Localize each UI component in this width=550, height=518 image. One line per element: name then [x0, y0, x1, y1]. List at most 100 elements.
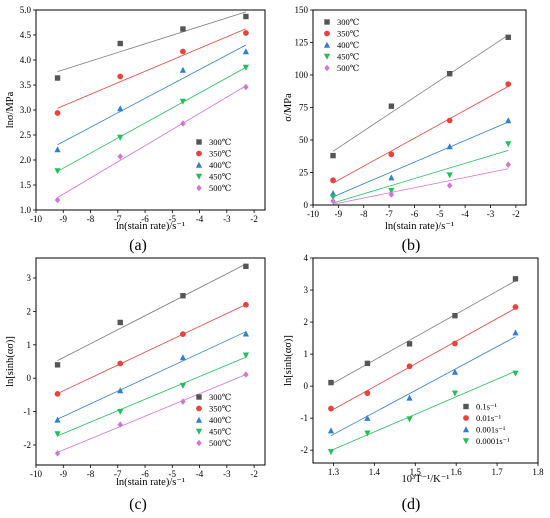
data-point — [117, 360, 124, 367]
fit-line-2 — [57, 44, 247, 146]
data-point — [242, 352, 250, 359]
legend-label: 0.1s⁻¹ — [476, 402, 497, 412]
data-point — [364, 414, 371, 421]
data-point — [406, 416, 413, 423]
data-point — [54, 390, 61, 397]
y-tick-label: 150 — [295, 5, 309, 15]
data-point — [180, 120, 186, 127]
legend-marker — [323, 53, 331, 60]
fit-line-3 — [57, 67, 247, 172]
y-tick-label: 3.5 — [20, 80, 32, 90]
y-tick-label: 1 — [304, 349, 309, 359]
y-tick-label: 25 — [299, 168, 309, 178]
legend-marker — [196, 394, 202, 400]
fit-line-3 — [57, 356, 247, 437]
data-point — [54, 196, 61, 204]
fit-line-3 — [330, 370, 516, 451]
data-point — [117, 73, 124, 80]
data-point — [243, 301, 249, 308]
legend-label: 350℃ — [337, 29, 359, 39]
legend-label: 400℃ — [209, 160, 231, 170]
data-point — [512, 304, 519, 310]
x-tick-label: -5 — [169, 469, 177, 479]
data-point — [243, 30, 249, 36]
data-point — [117, 421, 123, 428]
data-point — [446, 143, 453, 150]
data-point — [446, 71, 453, 77]
legend-marker — [195, 416, 203, 423]
data-point — [54, 362, 61, 368]
data-point — [242, 64, 250, 71]
data-point — [446, 117, 453, 124]
x-tick-label: -6 — [411, 209, 419, 219]
plot-frame — [35, 257, 266, 466]
x-tick-label: 1.7 — [491, 467, 503, 477]
y-tick-label: -1 — [24, 407, 32, 417]
fit-line-4 — [57, 85, 247, 198]
y-tick-label: 2.5 — [20, 130, 32, 140]
x-axis-label: 10³T⁻¹/K⁻¹ — [402, 474, 450, 485]
legend-label: 300℃ — [209, 137, 231, 147]
legend-marker — [195, 161, 203, 168]
fit-line-0 — [330, 280, 516, 385]
plot-frame — [312, 257, 539, 464]
x-axis-label: ln(stain rate)/s⁻¹ — [385, 221, 454, 232]
fit-line-2 — [330, 336, 516, 437]
y-tick-label: -2 — [24, 440, 32, 450]
y-tick-label: 4 — [304, 253, 309, 263]
data-point — [117, 319, 123, 326]
x-tick-label: -6 — [141, 214, 149, 224]
x-tick-label: -9 — [60, 214, 68, 224]
data-point — [406, 341, 413, 347]
data-point — [330, 177, 336, 184]
data-point — [54, 75, 61, 81]
x-tick-label: -5 — [436, 209, 444, 219]
y-tick-label: 3 — [27, 273, 32, 283]
data-point — [406, 394, 413, 401]
data-point — [451, 390, 459, 397]
data-point — [54, 450, 61, 457]
data-point — [388, 174, 395, 181]
data-point — [54, 146, 61, 153]
data-point — [54, 168, 61, 175]
y-tick-label: 2.0 — [20, 155, 32, 165]
x-tick-label: -9 — [60, 469, 68, 479]
data-point — [451, 368, 459, 375]
x-tick-label: -8 — [87, 214, 95, 224]
y-tick-label: 2 — [304, 317, 309, 327]
legend-marker — [196, 184, 202, 192]
fit-line-2 — [332, 121, 509, 198]
fit-line-4 — [57, 374, 247, 453]
chart-panel-d: 1.3 1.4 1.5 1.6 1.7 1.8 -2 -1 0 1 2 3 4 10³T⁻¹/K⁻¹ ln[… — [283, 253, 544, 513]
x-tick-label: -7 — [114, 469, 122, 479]
y-tick-label: 1.5 — [20, 180, 32, 190]
data-point — [180, 48, 186, 55]
x-tick-label: -6 — [141, 469, 149, 479]
y-axis-label: ln[sinh(ασ)] — [283, 335, 294, 386]
data-point — [179, 382, 187, 389]
data-point — [243, 13, 249, 20]
x-tick-label: -10 — [30, 214, 42, 224]
data-point — [179, 66, 187, 73]
legend-label: 500℃ — [337, 63, 359, 73]
y-tick-label: 1.0 — [20, 205, 32, 215]
legend-label: 450℃ — [337, 52, 359, 62]
data-point — [54, 416, 61, 423]
x-tick-label: -10 — [30, 469, 42, 479]
x-tick-label: -4 — [461, 209, 469, 219]
legend-marker — [463, 415, 469, 421]
fit-line-0 — [332, 34, 509, 152]
data-point — [117, 105, 124, 112]
legend-marker — [463, 403, 469, 410]
legend-label: 0.001s⁻¹ — [476, 425, 506, 435]
data-point — [179, 98, 187, 105]
legend-label: 0.01s⁻¹ — [476, 413, 502, 423]
y-tick-label: -2 — [301, 445, 309, 455]
legend-label: 300℃ — [209, 392, 231, 402]
x-axis-label: ln(stain rate)/s⁻¹ — [116, 477, 185, 488]
legend-label: 350℃ — [209, 149, 231, 159]
data-point — [327, 449, 335, 456]
legend-marker — [323, 41, 331, 48]
legend-marker — [324, 64, 330, 72]
